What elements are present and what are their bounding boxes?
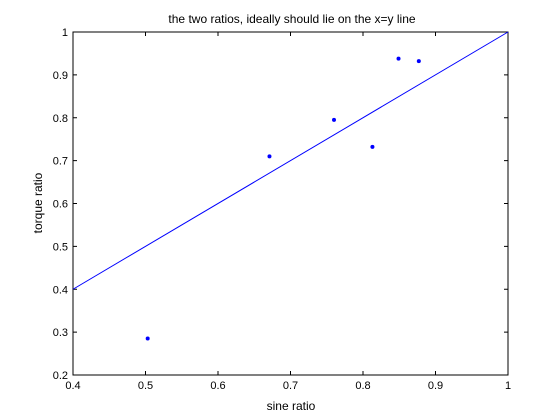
- reference-line: [72, 31, 509, 290]
- y-tick-label: 0.3: [53, 327, 68, 339]
- data-point: [416, 59, 421, 64]
- y-tick-label: 0.5: [53, 241, 68, 253]
- y-tick-label: 1: [62, 27, 68, 39]
- x-axis: 0.4 0.5 0.6 0.7 0.8 0.9 1: [65, 32, 511, 392]
- x-tick-label: 0.8: [355, 380, 370, 392]
- x-tick-label: 1: [505, 380, 511, 392]
- x-tick-label: 0.4: [65, 380, 80, 392]
- data-point: [332, 117, 336, 122]
- y-tick-label: 0.6: [53, 199, 68, 211]
- x-tick-label: 0.7: [283, 380, 298, 392]
- y-tick-label: 0.4: [53, 284, 68, 296]
- data-points: [145, 56, 421, 341]
- data-point: [396, 56, 401, 61]
- reference-line-group: [72, 31, 509, 290]
- data-point: [267, 154, 272, 159]
- x-tick-label: 0.9: [428, 380, 443, 392]
- y-tick-label: 0.2: [53, 370, 68, 382]
- y-tick-label: 0.9: [53, 70, 68, 82]
- plot-area: 0.4 0.5 0.6 0.7 0.8 0.9 1 0.20.30.40.50.60.70.…: [53, 27, 511, 392]
- y-tick-label: 0.8: [53, 113, 68, 125]
- x-tick-label: 0.5: [138, 380, 153, 392]
- data-point: [370, 144, 375, 149]
- x-tick-label: 0.6: [210, 380, 225, 392]
- axes-box: [72, 31, 509, 376]
- data-point: [145, 336, 150, 341]
- y-tick-label: 0.7: [53, 156, 68, 168]
- x-axis-label: sine ratio: [267, 399, 316, 413]
- y-axis-label: torque ratio: [31, 172, 45, 233]
- chart-title: the two ratios, ideally should lie on th…: [168, 12, 415, 26]
- y-axis: 0.2 0.3 0.4 0.5 0.6 0.7 0.8 0.9 1: [53, 27, 508, 382]
